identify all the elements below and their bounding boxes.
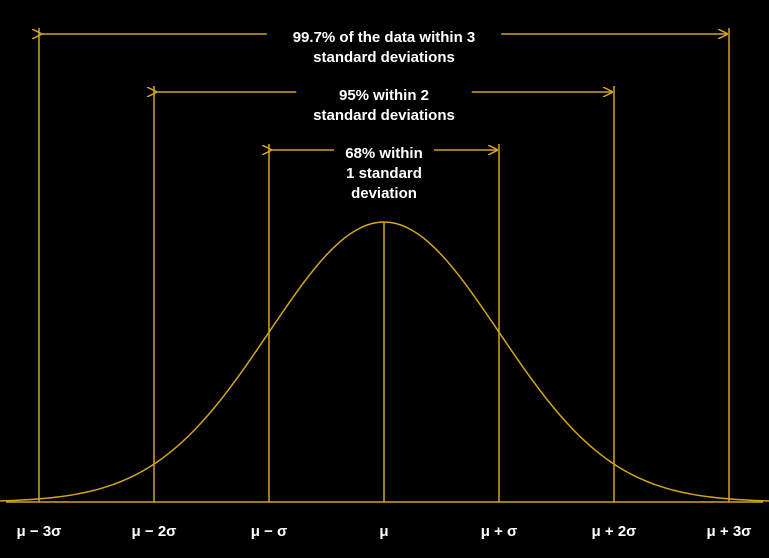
tick-label--1: μ − σ <box>251 523 288 540</box>
range-label-1s-line2: deviation <box>351 185 417 202</box>
range-label-1s-line0: 68% within <box>345 145 423 162</box>
tick-label-2: μ + 2σ <box>592 523 637 540</box>
tick-label--2: μ − 2σ <box>132 523 177 540</box>
tick-label-1: μ + σ <box>481 523 518 540</box>
range-label-2s-line0: 95% within 2 <box>339 87 429 104</box>
range-label-3s-line0: 99.7% of the data within 3 <box>293 29 476 46</box>
tick-label-3: μ + 3σ <box>707 523 752 540</box>
range-label-2s-line1: standard deviations <box>313 107 455 124</box>
range-label-3s-line1: standard deviations <box>313 49 455 66</box>
range-label-1s-line1: 1 standard <box>346 165 422 182</box>
tick-label-0: μ <box>379 523 388 540</box>
tick-label--3: μ − 3σ <box>17 523 62 540</box>
